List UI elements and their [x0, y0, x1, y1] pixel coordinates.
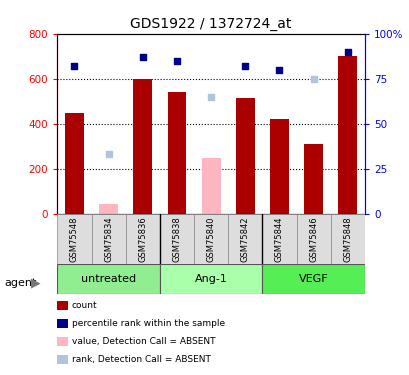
Text: Ang-1: Ang-1: [194, 274, 227, 284]
Bar: [330, 214, 364, 264]
Bar: [201, 158, 220, 214]
Text: value, Detection Call = ABSENT: value, Detection Call = ABSENT: [72, 337, 215, 346]
Point: [276, 67, 282, 73]
Bar: [193, 214, 228, 264]
Bar: [160, 214, 193, 264]
Text: GSM75838: GSM75838: [172, 216, 181, 262]
Point: [71, 63, 78, 69]
Bar: [262, 264, 364, 294]
Point: [105, 152, 112, 157]
Bar: [91, 214, 126, 264]
Bar: [126, 214, 160, 264]
Text: GSM75836: GSM75836: [138, 216, 147, 262]
Text: VEGF: VEGF: [298, 274, 328, 284]
Text: untreated: untreated: [81, 274, 136, 284]
Point: [207, 94, 214, 100]
Text: GSM75842: GSM75842: [240, 216, 249, 262]
Bar: [167, 92, 186, 214]
Bar: [133, 79, 152, 214]
Title: GDS1922 / 1372724_at: GDS1922 / 1372724_at: [130, 17, 291, 32]
Bar: [228, 214, 262, 264]
Text: GSM75844: GSM75844: [274, 216, 283, 262]
Bar: [262, 214, 296, 264]
Text: GSM75834: GSM75834: [104, 216, 113, 262]
Bar: [57, 214, 91, 264]
Point: [344, 49, 350, 55]
Text: ▶: ▶: [31, 277, 40, 290]
Text: rank, Detection Call = ABSENT: rank, Detection Call = ABSENT: [72, 355, 210, 364]
Bar: [65, 112, 84, 214]
Bar: [296, 214, 330, 264]
Bar: [303, 144, 322, 214]
Bar: [337, 56, 356, 214]
Text: GSM75840: GSM75840: [206, 216, 215, 262]
Bar: [57, 264, 160, 294]
Text: GSM75548: GSM75548: [70, 216, 79, 262]
Point: [173, 58, 180, 64]
Point: [310, 76, 316, 82]
Point: [241, 63, 248, 69]
Bar: [235, 98, 254, 214]
Text: agent: agent: [4, 278, 36, 288]
Bar: [270, 119, 288, 214]
Text: GSM75848: GSM75848: [342, 216, 351, 262]
Text: count: count: [72, 301, 97, 310]
Text: percentile rank within the sample: percentile rank within the sample: [72, 319, 224, 328]
Point: [139, 54, 146, 60]
Bar: [99, 204, 118, 214]
Text: GSM75846: GSM75846: [308, 216, 317, 262]
Bar: [160, 264, 262, 294]
